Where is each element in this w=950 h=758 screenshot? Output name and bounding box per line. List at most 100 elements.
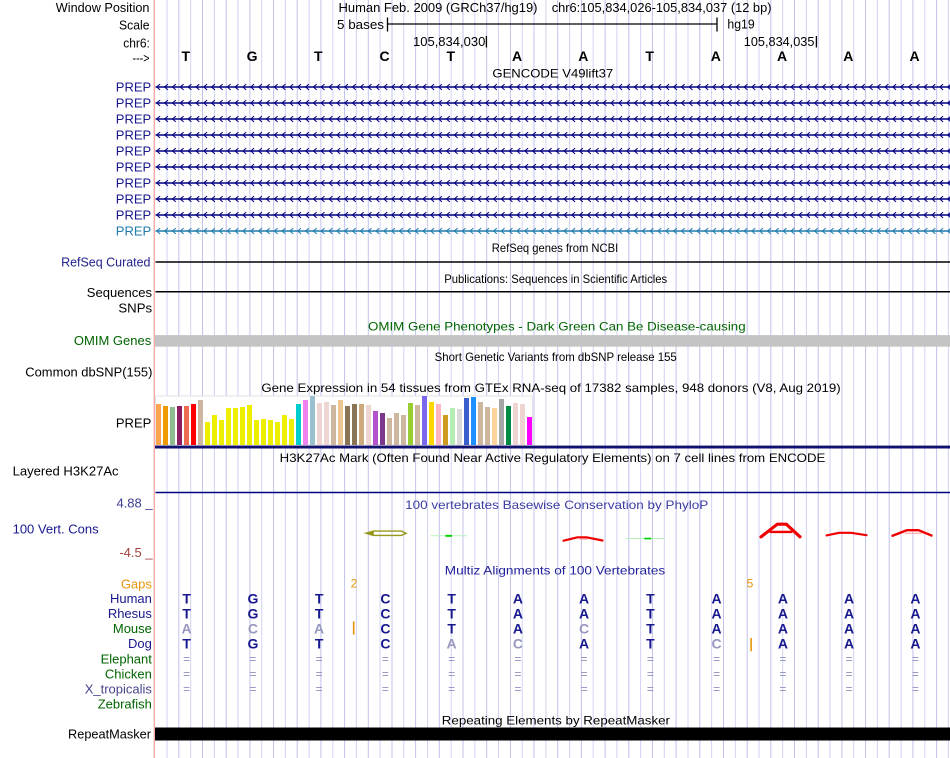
svg-text:Repeating Elements by RepeatMa: Repeating Elements by RepeatMasker bbox=[442, 714, 670, 728]
svg-text:A: A bbox=[844, 621, 854, 637]
svg-text:C: C bbox=[380, 48, 390, 64]
svg-text:A: A bbox=[778, 591, 788, 607]
svg-text:=: = bbox=[779, 682, 786, 696]
svg-text:--->: ---> bbox=[133, 51, 150, 66]
svg-text:=: = bbox=[183, 652, 190, 666]
svg-text:A: A bbox=[910, 606, 920, 622]
svg-text:T: T bbox=[646, 606, 655, 622]
svg-text:A: A bbox=[778, 636, 788, 652]
svg-text:A: A bbox=[777, 48, 787, 64]
svg-text:T: T bbox=[315, 636, 324, 652]
svg-text:T: T bbox=[646, 636, 655, 652]
svg-text:PREP: PREP bbox=[116, 176, 151, 191]
svg-text:OMIM Gene Phenotypes - Dark Gr: OMIM Gene Phenotypes - Dark Green Can Be… bbox=[368, 320, 746, 334]
svg-text:T: T bbox=[447, 48, 456, 64]
svg-text:PREP: PREP bbox=[116, 128, 151, 143]
svg-text:T: T bbox=[447, 621, 456, 637]
svg-text:A: A bbox=[579, 591, 589, 607]
svg-text:Elephant: Elephant bbox=[101, 652, 153, 667]
svg-text:5: 5 bbox=[747, 577, 754, 591]
svg-text:=: = bbox=[514, 667, 521, 681]
svg-text:A: A bbox=[314, 621, 324, 637]
svg-text:A: A bbox=[513, 621, 523, 637]
svg-text:A: A bbox=[844, 606, 854, 622]
svg-text:T: T bbox=[315, 606, 324, 622]
svg-text:PREP: PREP bbox=[116, 224, 151, 239]
svg-text:PREP: PREP bbox=[116, 144, 151, 159]
svg-text:=: = bbox=[647, 652, 654, 666]
svg-text:C: C bbox=[513, 636, 523, 652]
svg-text:RepeatMasker: RepeatMasker bbox=[68, 727, 152, 742]
svg-text:=: = bbox=[912, 682, 919, 696]
svg-text:C: C bbox=[380, 606, 390, 622]
svg-text:T: T bbox=[315, 591, 324, 607]
svg-text:Mouse: Mouse bbox=[113, 621, 152, 636]
svg-text:A: A bbox=[513, 606, 523, 622]
svg-text:X_tropicalis: X_tropicalis bbox=[85, 682, 153, 697]
svg-text:=: = bbox=[316, 652, 323, 666]
svg-text:=: = bbox=[514, 652, 521, 666]
svg-text:=: = bbox=[581, 652, 588, 666]
svg-text:chr6:: chr6: bbox=[123, 36, 150, 51]
svg-text:Window Position: Window Position bbox=[56, 0, 150, 15]
svg-text:=: = bbox=[846, 682, 853, 696]
svg-text:=: = bbox=[514, 682, 521, 696]
svg-text:T: T bbox=[314, 48, 323, 64]
svg-text:Human: Human bbox=[110, 591, 152, 606]
svg-text:RefSeq Curated: RefSeq Curated bbox=[61, 255, 150, 270]
svg-text:C: C bbox=[380, 636, 390, 652]
svg-text:G: G bbox=[247, 606, 258, 622]
svg-text:Layered H3K27Ac: Layered H3K27Ac bbox=[13, 464, 119, 479]
svg-text:G: G bbox=[247, 636, 258, 652]
svg-text:=: = bbox=[779, 652, 786, 666]
svg-text:100 vertebrates Basewise Conse: 100 vertebrates Basewise Conservation by… bbox=[405, 498, 708, 512]
svg-text:=: = bbox=[846, 652, 853, 666]
svg-text:C: C bbox=[712, 636, 722, 652]
svg-text:H3K27Ac Mark (Often Found Near: H3K27Ac Mark (Often Found Near Active Re… bbox=[280, 451, 826, 465]
svg-text:=: = bbox=[713, 652, 720, 666]
svg-text:PREP: PREP bbox=[116, 112, 151, 127]
svg-text:=: = bbox=[249, 682, 256, 696]
svg-text:A: A bbox=[579, 636, 589, 652]
svg-text:PREP: PREP bbox=[116, 192, 151, 207]
svg-text:T: T bbox=[646, 591, 655, 607]
svg-text:A: A bbox=[712, 591, 722, 607]
svg-text:A: A bbox=[579, 606, 589, 622]
svg-text:A: A bbox=[513, 591, 523, 607]
svg-text:A: A bbox=[778, 606, 788, 622]
svg-text:T: T bbox=[182, 591, 191, 607]
svg-text:SNPs: SNPs bbox=[118, 301, 152, 316]
svg-text:A: A bbox=[711, 48, 721, 64]
svg-text:C: C bbox=[380, 591, 390, 607]
svg-text:G: G bbox=[247, 48, 258, 64]
svg-text:100 Vert. Cons: 100 Vert. Cons bbox=[13, 522, 99, 537]
svg-text:hg19: hg19 bbox=[727, 17, 754, 32]
svg-text:A: A bbox=[182, 621, 192, 637]
svg-text:PREP: PREP bbox=[116, 416, 151, 431]
svg-text:=: = bbox=[183, 682, 190, 696]
svg-text:T: T bbox=[447, 591, 456, 607]
svg-text:=: = bbox=[448, 667, 455, 681]
svg-text:Short Genetic Variants from db: Short Genetic Variants from dbSNP releas… bbox=[435, 350, 678, 364]
svg-text:=: = bbox=[382, 667, 389, 681]
svg-text:=: = bbox=[249, 667, 256, 681]
svg-text:chr6:105,834,026-105,834,037 (: chr6:105,834,026-105,834,037 (12 bp) bbox=[552, 0, 772, 15]
svg-text:=: = bbox=[316, 682, 323, 696]
svg-text:-4.5 _: -4.5 _ bbox=[119, 545, 153, 560]
svg-text:T: T bbox=[646, 621, 655, 637]
svg-text:PREP: PREP bbox=[116, 208, 151, 223]
svg-text:2: 2 bbox=[351, 577, 358, 591]
svg-text:GENCODE V49lift37: GENCODE V49lift37 bbox=[492, 67, 613, 81]
svg-text:A: A bbox=[844, 636, 854, 652]
svg-text:=: = bbox=[249, 652, 256, 666]
svg-text:C: C bbox=[579, 621, 589, 637]
svg-text:=: = bbox=[647, 682, 654, 696]
svg-text:=: = bbox=[382, 652, 389, 666]
svg-text:=: = bbox=[581, 682, 588, 696]
svg-text:=: = bbox=[581, 667, 588, 681]
svg-text:A: A bbox=[843, 48, 853, 64]
svg-text:A: A bbox=[778, 621, 788, 637]
svg-text:T: T bbox=[447, 606, 456, 622]
svg-text:=: = bbox=[779, 667, 786, 681]
svg-text:G: G bbox=[247, 591, 258, 607]
